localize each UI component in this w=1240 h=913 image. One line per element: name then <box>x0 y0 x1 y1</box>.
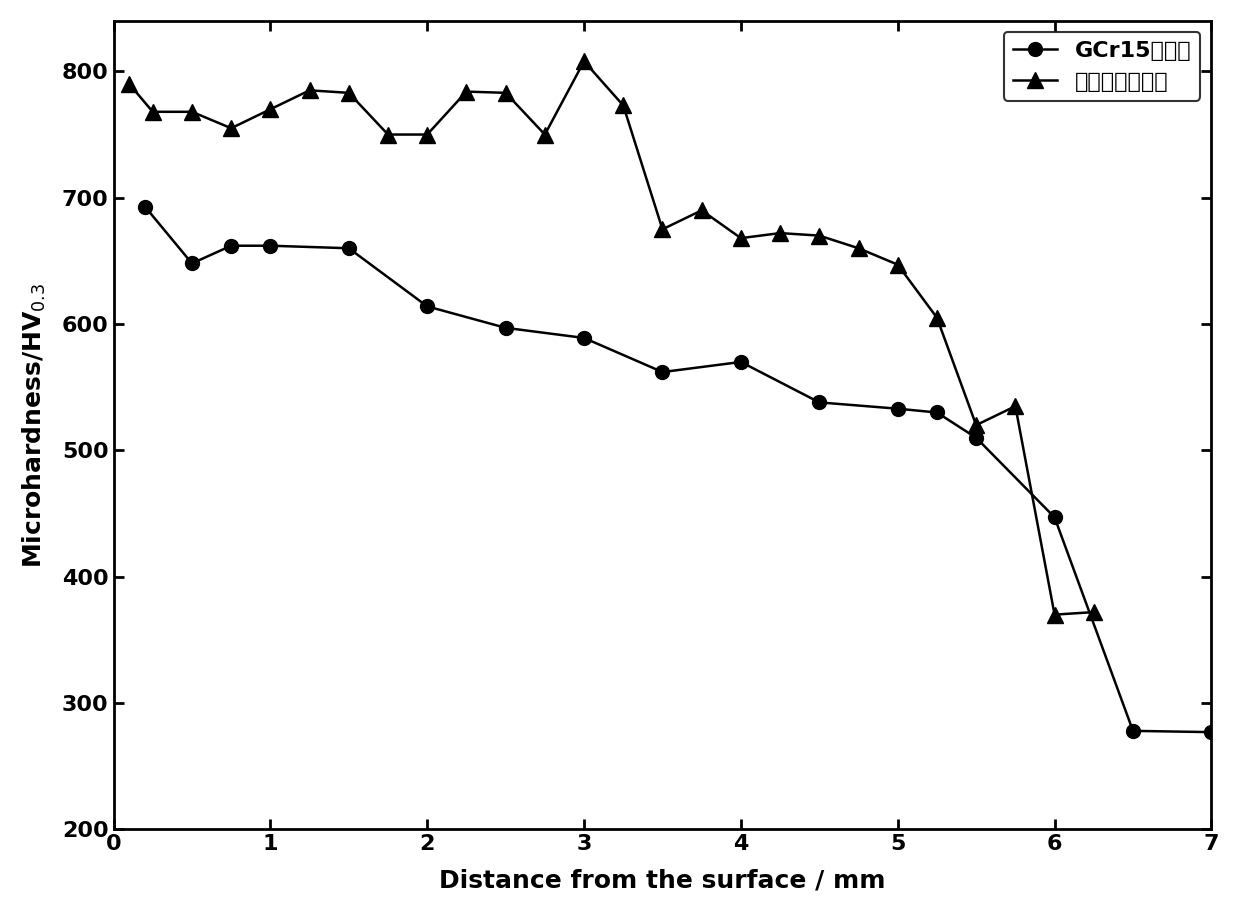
GCr15冷轧辊 <box>223 240 238 251</box>
GCr15冷轧辊 <box>812 397 827 408</box>
GCr15冷轧辊 <box>1126 726 1141 737</box>
梯度增强冷轧辊 <box>773 227 787 238</box>
梯度增强冷轧辊 <box>498 88 513 99</box>
梯度增强冷轧辊 <box>122 79 136 89</box>
梯度增强冷轧辊 <box>930 312 945 323</box>
梯度增强冷轧辊 <box>341 88 356 99</box>
梯度增强冷轧辊 <box>420 129 435 140</box>
梯度增强冷轧辊 <box>1047 609 1061 620</box>
梯度增强冷轧辊 <box>537 129 552 140</box>
GCr15冷轧辊 <box>263 240 278 251</box>
GCr15冷轧辊 <box>968 432 983 443</box>
梯度增强冷轧辊 <box>694 205 709 215</box>
梯度增强冷轧辊 <box>459 86 474 97</box>
GCr15冷轧辊 <box>341 243 356 254</box>
梯度增强冷轧辊 <box>812 230 827 241</box>
梯度增强冷轧辊 <box>616 100 631 111</box>
GCr15冷轧辊 <box>890 404 905 415</box>
梯度增强冷轧辊 <box>263 104 278 115</box>
GCr15冷轧辊 <box>733 356 748 367</box>
GCr15冷轧辊 <box>420 301 435 312</box>
梯度增强冷轧辊 <box>655 224 670 235</box>
梯度增强冷轧辊 <box>145 106 160 117</box>
梯度增强冷轧辊 <box>733 233 748 244</box>
梯度增强冷轧辊 <box>381 129 396 140</box>
GCr15冷轧辊 <box>655 367 670 378</box>
GCr15冷轧辊 <box>930 407 945 418</box>
GCr15冷轧辊 <box>1204 727 1219 738</box>
梯度增强冷轧辊 <box>1008 401 1023 412</box>
GCr15冷轧辊 <box>1047 512 1061 523</box>
梯度增强冷轧辊 <box>223 122 238 133</box>
梯度增强冷轧辊 <box>1086 606 1101 617</box>
Line: GCr15冷轧辊: GCr15冷轧辊 <box>138 200 1219 740</box>
Line: 梯度增强冷轧辊: 梯度增强冷轧辊 <box>122 54 1101 623</box>
梯度增强冷轧辊 <box>851 243 866 254</box>
梯度增强冷轧辊 <box>890 259 905 270</box>
梯度增强冷轧辊 <box>577 56 591 67</box>
梯度增强冷轧辊 <box>185 106 200 117</box>
GCr15冷轧辊 <box>185 258 200 269</box>
Legend: GCr15冷轧辊, 梯度增强冷轧辊: GCr15冷轧辊, 梯度增强冷轧辊 <box>1003 32 1200 100</box>
GCr15冷轧辊 <box>577 332 591 343</box>
梯度增强冷轧辊 <box>968 420 983 431</box>
GCr15冷轧辊 <box>498 322 513 333</box>
梯度增强冷轧辊 <box>303 85 317 96</box>
GCr15冷轧辊 <box>138 201 153 212</box>
X-axis label: Distance from the surface / mm: Distance from the surface / mm <box>439 868 885 892</box>
Y-axis label: Microhardness/HV$_{0.3}$: Microhardness/HV$_{0.3}$ <box>21 282 48 568</box>
